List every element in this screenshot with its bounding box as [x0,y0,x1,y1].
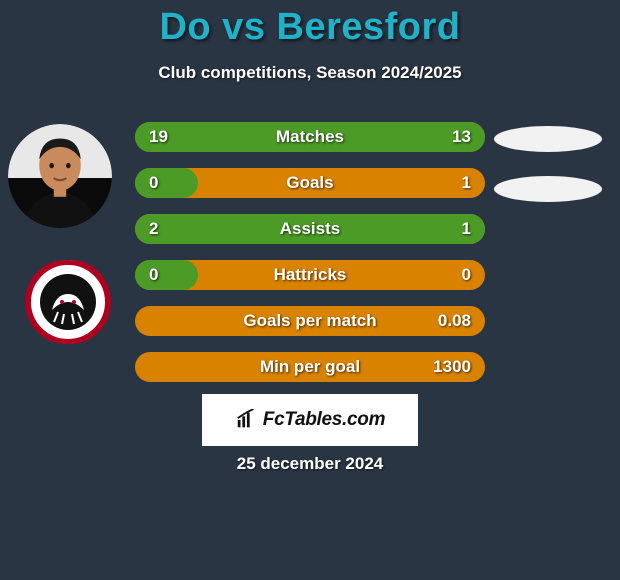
stat-right-value: 1300 [433,357,471,377]
stat-bars: 19Matches130Goals12Assists10Hattricks0Go… [135,122,485,398]
stat-bar: 0Hattricks0 [135,260,485,290]
stat-right-value: 0.08 [438,311,471,331]
stat-bar: 2Assists1 [135,214,485,244]
stat-label: Goals per match [135,311,485,331]
stat-bar: 19Matches13 [135,122,485,152]
branding-badge: FcTables.com [202,394,418,446]
player1-club-badge [18,260,118,344]
club-badge-icon [18,260,118,344]
stat-label: Goals [135,173,485,193]
stat-label: Matches [135,127,485,147]
chart-icon [235,409,257,431]
branding-text: FcTables.com [263,409,385,431]
date-text: 25 december 2024 [0,454,620,474]
page-title: Do vs Beresford [0,0,620,49]
comparison-card: Do vs Beresford Club competitions, Seaso… [0,0,620,580]
subtitle: Club competitions, Season 2024/2025 [0,63,620,83]
stat-right-value: 13 [452,127,471,147]
stat-bar: Min per goal1300 [135,352,485,382]
stat-bar: Goals per match0.08 [135,306,485,336]
stat-right-value: 1 [462,173,471,193]
stat-label: Hattricks [135,265,485,285]
avatar-icon [8,124,112,228]
player2-avatar [494,126,602,152]
player1-avatar [8,124,112,228]
stat-bar: 0Goals1 [135,168,485,198]
stat-right-value: 1 [462,219,471,239]
stat-label: Assists [135,219,485,239]
player2-club-badge [494,176,602,202]
stat-right-value: 0 [462,265,471,285]
